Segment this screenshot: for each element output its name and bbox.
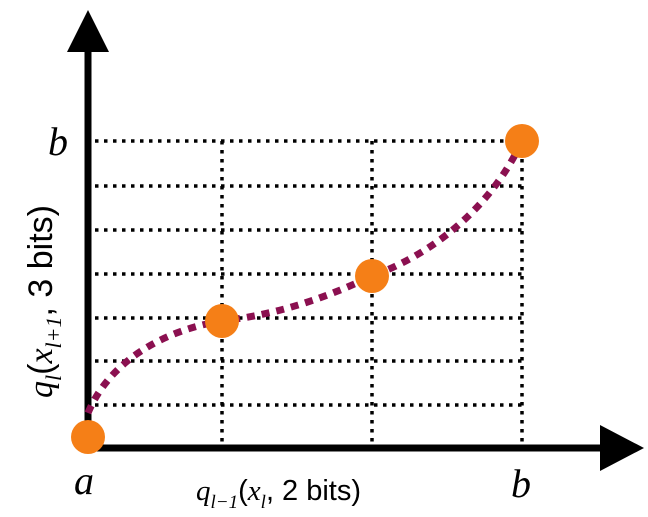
x-title-open: ( bbox=[238, 475, 248, 507]
quantization-points bbox=[71, 124, 539, 454]
point-1 bbox=[205, 304, 239, 338]
x-title-sub: l−1 bbox=[211, 492, 239, 513]
vertical-grid-lines bbox=[220, 141, 524, 447]
x-axis-title: ql−1(xl, 2 bits) bbox=[196, 475, 361, 513]
y-axis-arrowhead bbox=[67, 10, 109, 52]
origin-label: a bbox=[74, 458, 94, 503]
point-end bbox=[505, 124, 539, 158]
x-title-rest: , 2 bits) bbox=[266, 475, 361, 507]
mapping-curve bbox=[84, 139, 526, 415]
axes bbox=[67, 10, 644, 471]
x-axis-arrowhead bbox=[600, 425, 644, 471]
x-right-label: b bbox=[511, 461, 531, 506]
horizontal-grid-lines bbox=[95, 139, 522, 407]
y-title-rest: , 3 bits) bbox=[22, 205, 60, 316]
y-title-sub: l bbox=[41, 375, 66, 381]
point-origin bbox=[71, 420, 105, 454]
y-title-q: q bbox=[23, 381, 60, 398]
y-title-x: x bbox=[23, 348, 60, 364]
y-axis-title: ql(xl+1, 3 bits) bbox=[22, 205, 66, 398]
y-title-x-sub: l+1 bbox=[41, 316, 66, 348]
y-top-label: b bbox=[48, 119, 68, 164]
x-title-x-sub: l bbox=[261, 492, 266, 513]
point-2 bbox=[355, 259, 389, 293]
x-title-q: q bbox=[196, 475, 211, 507]
x-title-x: x bbox=[247, 475, 261, 507]
y-title-open: ( bbox=[22, 363, 60, 375]
